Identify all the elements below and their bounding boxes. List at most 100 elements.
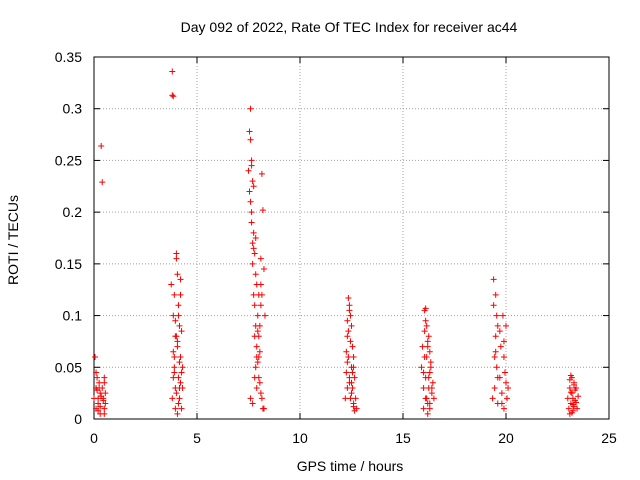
data-point (494, 374, 501, 381)
data-point (497, 343, 504, 350)
data-point (422, 395, 429, 402)
data-point (170, 312, 177, 319)
data-point (567, 389, 574, 396)
data-point (95, 407, 102, 414)
data-point (426, 369, 433, 376)
data-point (101, 410, 108, 417)
data-point (564, 395, 571, 402)
data-point (173, 333, 180, 340)
data-point (254, 312, 261, 319)
x-tick-label: 15 (395, 430, 411, 446)
data-point (422, 317, 429, 324)
data-point (176, 359, 183, 366)
data-point (250, 229, 257, 236)
data-point (173, 255, 180, 262)
data-point (427, 359, 434, 366)
data-point (252, 322, 259, 329)
data-point (346, 302, 353, 309)
data-point (501, 369, 508, 376)
data-point (172, 405, 179, 412)
data-point (343, 348, 350, 355)
data-point (96, 379, 103, 386)
data-point (568, 390, 575, 397)
data-points (91, 68, 582, 417)
data-point (260, 266, 267, 273)
data-point (349, 343, 356, 350)
data-point (176, 384, 183, 391)
data-point (245, 167, 252, 174)
data-point (352, 395, 359, 402)
data-point (425, 374, 432, 381)
data-point (349, 384, 356, 391)
data-point (489, 395, 496, 402)
data-point (247, 105, 254, 112)
data-point (97, 403, 104, 410)
x-tick-label: 25 (601, 430, 617, 446)
data-point (177, 353, 184, 360)
data-point (422, 305, 429, 312)
data-point (246, 188, 253, 195)
data-point (424, 410, 431, 417)
data-point (575, 393, 582, 400)
data-point (177, 291, 184, 298)
data-point (348, 322, 355, 329)
tick-marks (93, 56, 610, 420)
data-point (568, 409, 575, 416)
data-point (102, 400, 109, 407)
data-point (251, 374, 258, 381)
data-point (418, 364, 425, 371)
data-point (425, 333, 432, 340)
data-point (251, 302, 258, 309)
x-axis-label: GPS time / hours (297, 458, 404, 474)
data-point (249, 400, 256, 407)
data-point (347, 312, 354, 319)
data-point (173, 250, 180, 257)
data-point (351, 407, 358, 414)
data-point (252, 364, 259, 371)
data-point (424, 338, 431, 345)
data-point (420, 384, 427, 391)
data-point (500, 338, 507, 345)
data-point (428, 390, 435, 397)
data-point (259, 207, 266, 214)
data-point (428, 384, 435, 391)
data-point (429, 379, 436, 386)
data-point (346, 307, 353, 314)
data-point (175, 302, 182, 309)
data-point (344, 333, 351, 340)
data-point (261, 312, 268, 319)
data-point (177, 276, 184, 283)
data-point (344, 317, 351, 324)
data-point (350, 403, 357, 410)
data-point (248, 219, 255, 226)
data-point (573, 399, 580, 406)
data-point (250, 183, 257, 190)
data-point (257, 390, 264, 397)
data-point (503, 322, 509, 329)
data-point (426, 348, 433, 355)
data-point (178, 328, 185, 335)
data-point (424, 343, 431, 350)
data-point (253, 353, 260, 360)
data-point (169, 68, 176, 75)
chart-title: Day 092 of 2022, Rate Of TEC Index for r… (181, 19, 518, 35)
data-point (490, 302, 497, 309)
data-point (256, 348, 263, 355)
data-point (350, 353, 357, 360)
y-tick-label: 0.2 (63, 204, 83, 220)
data-point (170, 374, 177, 381)
data-point (170, 348, 177, 355)
data-point (255, 333, 262, 340)
y-tick-label: 0.3 (63, 101, 83, 117)
x-tick-label: 5 (193, 430, 201, 446)
data-point (258, 395, 265, 402)
data-point (175, 400, 182, 407)
data-point (101, 405, 108, 412)
data-point (97, 390, 104, 397)
data-point (419, 343, 426, 350)
y-axis-label: ROTI / TECUs (5, 195, 21, 285)
data-point (99, 179, 106, 186)
data-point (346, 374, 353, 381)
data-point (349, 369, 356, 376)
